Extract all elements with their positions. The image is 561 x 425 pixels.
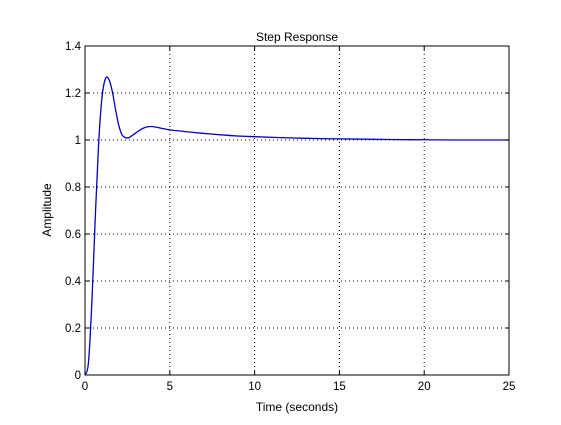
y-tick-label: 0.8	[65, 182, 81, 194]
plot-border	[84, 45, 510, 376]
y-axis-label: Amplitude	[40, 183, 54, 237]
y-tick-label: 0	[75, 370, 81, 382]
y-tick-label: 0.2	[65, 323, 81, 335]
x-tick-label: 15	[333, 381, 346, 393]
x-tick-label: 10	[248, 381, 261, 393]
y-tick-label: 0.6	[65, 229, 81, 241]
x-tick-label: 25	[503, 381, 516, 393]
step-response-line	[84, 76, 510, 376]
tick-labels: 0 5 10 15 20 25 0 0.2 0.4 0.6 0.8 1 1.2 1.4	[65, 41, 515, 393]
ticks	[84, 45, 510, 376]
x-axis-label: Time (seconds)	[256, 400, 338, 414]
series-group	[84, 76, 510, 376]
x-tick-label: 0	[82, 381, 88, 393]
x-tick-label: 20	[418, 381, 431, 393]
x-tick-label: 5	[167, 381, 173, 393]
y-tick-label: 1.4	[65, 41, 82, 53]
y-tick-label: 1.2	[65, 88, 81, 100]
grid	[85, 46, 509, 375]
y-tick-label: 1	[75, 135, 81, 147]
y-tick-label: 0.4	[65, 276, 82, 288]
chart-title: Step Response	[256, 30, 338, 44]
plot-area	[85, 46, 509, 375]
